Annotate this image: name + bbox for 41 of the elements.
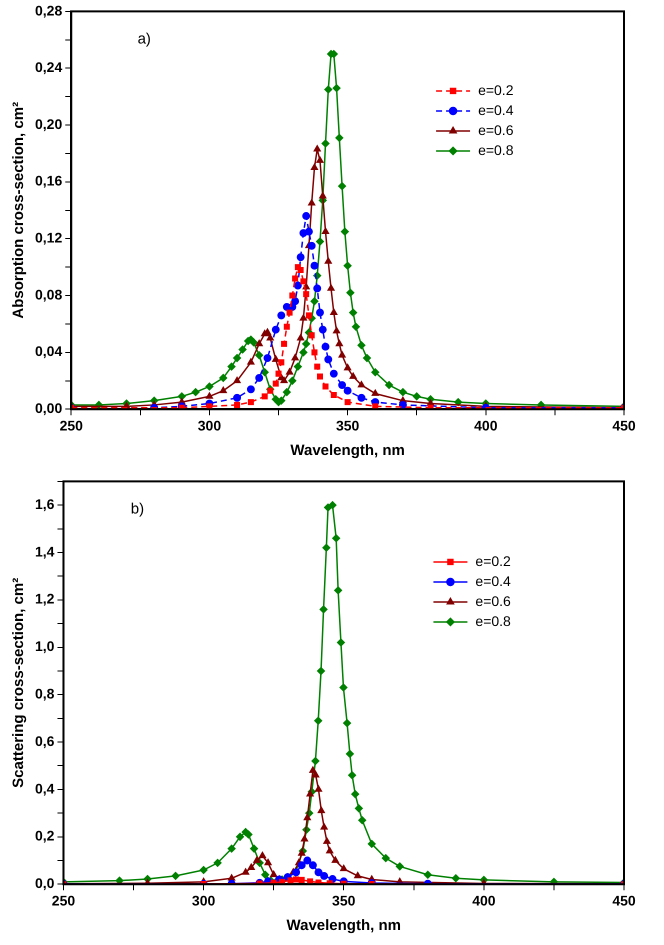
annotation: b) <box>130 500 144 518</box>
y-axis-title: Scattering cross-section, cm² <box>10 578 28 788</box>
annotation: a) <box>138 30 151 48</box>
x-tick-label: 250 <box>60 417 84 434</box>
legend-label: e=0.4 <box>478 102 514 118</box>
x-tick-label: 450 <box>612 417 636 434</box>
legend-label: e=0.8 <box>475 612 512 629</box>
y-tick-label: 0,0 <box>34 875 55 892</box>
x-tick-label: 300 <box>198 417 222 434</box>
y-tick-label: 0,6 <box>34 732 55 749</box>
y-tick-label: 0,2 <box>34 828 55 844</box>
y-tick-label: 0,12 <box>35 230 62 246</box>
legend-label: e=0.6 <box>478 122 514 138</box>
y-tick-label: 1,6 <box>34 496 55 512</box>
y-tick-label: 0,00 <box>35 400 62 416</box>
x-tick-label: 400 <box>474 417 498 434</box>
legend-label: e=0.4 <box>475 572 512 589</box>
x-tick-label: 350 <box>332 892 356 908</box>
x-tick-label: 300 <box>192 892 216 908</box>
y-tick-label: 0,24 <box>35 59 62 76</box>
y-tick-label: 0,04 <box>35 343 62 360</box>
x-tick-label: 350 <box>336 417 360 434</box>
y-tick-label: 1,0 <box>34 638 55 654</box>
y-tick-label: 0,4 <box>34 780 55 796</box>
x-axis-title: Wavelength, nm <box>290 442 405 460</box>
legend-label: e=0.2 <box>475 552 512 569</box>
y-tick-label: 0,20 <box>35 116 62 132</box>
x-tick-label: 450 <box>612 892 636 908</box>
x-tick-label: 400 <box>472 892 496 908</box>
y-axis-title: Absorption cross-section, cm² <box>10 102 28 319</box>
y-tick-label: 0,16 <box>35 172 62 189</box>
y-tick-label: 1,2 <box>34 590 55 607</box>
y-tick-label: 1,4 <box>34 543 55 560</box>
y-tick-label: 0,08 <box>35 286 62 302</box>
x-tick-label: 250 <box>52 892 76 908</box>
legend-label: e=0.8 <box>478 142 514 158</box>
y-tick-label: 0,8 <box>34 686 55 702</box>
x-axis-title: Wavelength, nm <box>286 917 401 934</box>
legend-label: e=0.2 <box>478 82 514 98</box>
legend-label: e=0.6 <box>475 592 512 609</box>
y-tick-label: 0,28 <box>35 2 62 18</box>
